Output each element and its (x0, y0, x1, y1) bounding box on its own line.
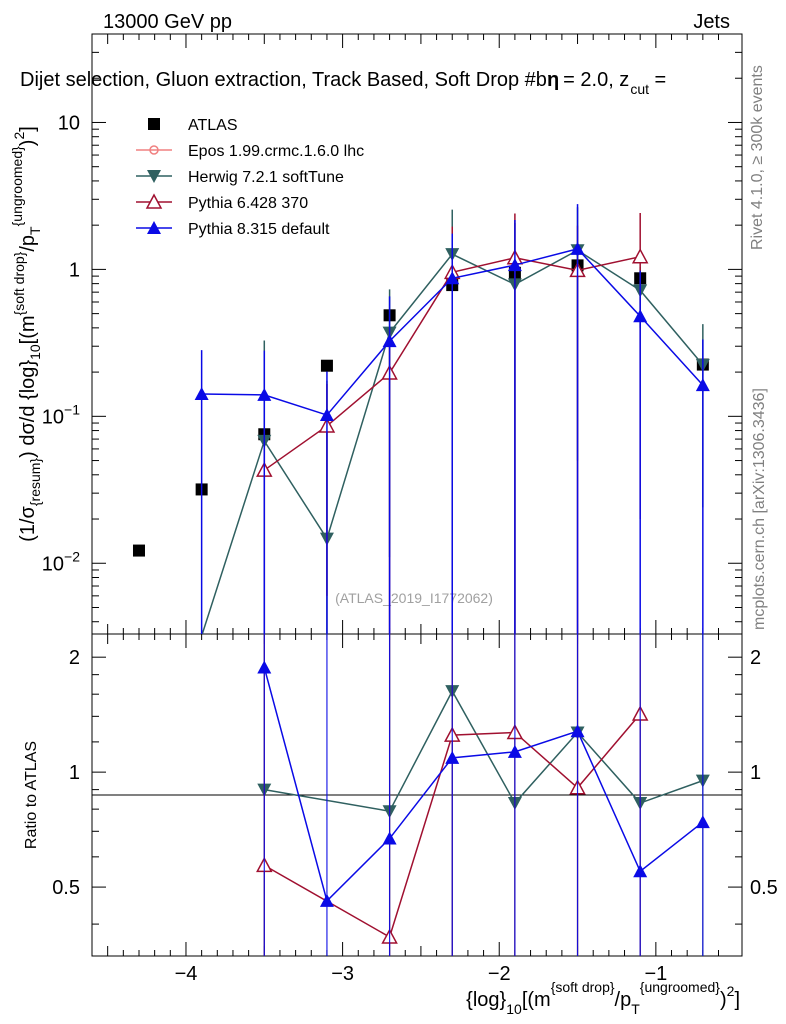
ratio-point (257, 660, 272, 674)
main-y-axis-label: (1/σ{resum}) dσ/d {log}10[(m{soft drop}/… (9, 126, 43, 542)
ratio-y-tick-label-right: 1 (750, 762, 761, 784)
legend: ATLAS Epos 1.99.crmc.1.6.0 lhc Herwig 7.2.… (136, 117, 364, 238)
main-y-tick-label: 10−2 (42, 548, 80, 575)
ratio-point (570, 724, 585, 738)
data-point (194, 386, 209, 400)
ratio-point (382, 831, 397, 845)
analysis-watermark: (ATLAS_2019_I1772062) (335, 590, 493, 606)
data-point (570, 241, 585, 255)
legend-marker (147, 221, 161, 234)
series-ratio-pythia-8-315-default (257, 634, 710, 956)
series-main-atlas (132, 259, 709, 557)
series-main-pythia-8-315-default (194, 204, 710, 634)
legend-label: Pythia 6.428 370 (188, 195, 308, 212)
ratio-point (319, 893, 334, 907)
ratio-y-axis-label: Ratio to ATLAS (23, 741, 40, 849)
ratio-line (263, 667, 704, 903)
data-point (631, 248, 649, 264)
legend-marker (145, 193, 163, 209)
ratio-line (264, 689, 704, 813)
ratio-y-tick-label-right: 2 (750, 647, 761, 669)
x-tick-label: −1 (644, 963, 667, 985)
legend-marker (149, 145, 159, 155)
ratio-y-tick-label-left: 0.5 (52, 877, 80, 899)
x-tick-label: −2 (488, 963, 511, 985)
legend-label: Herwig 7.2.1 softTune (188, 169, 344, 186)
series-layer (132, 204, 710, 956)
legend-marker (148, 118, 160, 130)
ratio-point (633, 864, 648, 878)
legend-label: ATLAS (188, 117, 238, 134)
data-point (695, 378, 710, 392)
data-point (319, 408, 334, 422)
x-tick-label: −3 (331, 963, 354, 985)
main-y-tick-label: 1 (69, 259, 80, 281)
data-point (633, 309, 648, 323)
rivet-label: Rivet 4.1.0, ≥ 300k events (749, 65, 766, 250)
data-point (507, 258, 522, 272)
ratio-y-tick-label-left: 2 (69, 647, 80, 669)
mcplots-label: mcplots.cern.ch [arXiv:1306.3436] (751, 388, 768, 630)
ratio-y-tick-label-left: 1 (69, 762, 80, 784)
data-point (445, 271, 460, 285)
main-y-tick-label: 10−1 (42, 401, 80, 428)
plot-title: Dijet selection, Gluon extraction, Track… (20, 69, 666, 97)
ratio-point (695, 815, 710, 829)
main-y-tick-label: 10 (58, 112, 80, 134)
legend-label: Epos 1.99.crmc.1.6.0 lhc (188, 143, 364, 160)
ratio-point (445, 750, 460, 764)
data-point (257, 387, 272, 401)
ratio-point (507, 744, 522, 758)
data-point (382, 334, 397, 348)
data-point (132, 544, 145, 557)
x-tick-label: −4 (175, 963, 198, 985)
category-label: Jets (693, 11, 730, 33)
data-point (320, 359, 333, 372)
legend-label: Pythia 8.315 default (188, 221, 330, 238)
ratio-line (263, 713, 641, 939)
legend-marker (147, 170, 161, 183)
energy-label: 13000 GeV pp (103, 11, 232, 33)
ratio-y-tick-label-right: 0.5 (750, 877, 778, 899)
